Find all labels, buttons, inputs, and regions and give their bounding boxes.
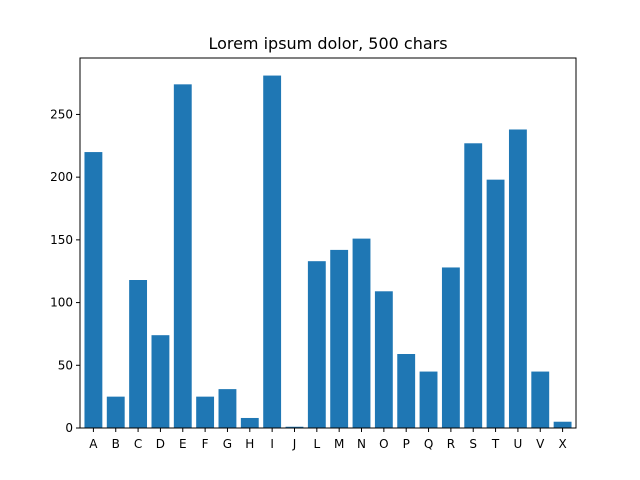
bar-E: [173, 84, 192, 428]
bar-Q: [419, 371, 438, 428]
x-tick-label-Q: Q: [424, 437, 433, 451]
y-tick-label-50: 50: [58, 358, 73, 372]
bar-A: [84, 152, 103, 428]
x-tick-label-R: R: [447, 437, 455, 451]
bar-P: [397, 354, 416, 428]
x-tick-label-M: M: [334, 437, 344, 451]
bar-O: [374, 291, 393, 428]
bar-X: [553, 421, 572, 428]
bar-U: [508, 129, 527, 429]
x-tick-label-S: S: [469, 437, 477, 451]
x-tick-label-V: V: [536, 437, 545, 451]
x-tick-label-P: P: [403, 437, 410, 451]
x-tick-label-T: T: [491, 437, 500, 451]
bar-B: [106, 396, 125, 428]
y-tick-label-0: 0: [65, 421, 73, 435]
x-tick-label-I: I: [270, 437, 274, 451]
bar-C: [129, 280, 148, 428]
x-tick-label-N: N: [357, 437, 366, 451]
x-tick-label-E: E: [179, 437, 187, 451]
x-tick-label-A: A: [89, 437, 98, 451]
bar-F: [196, 396, 215, 428]
x-tick-label-L: L: [313, 437, 320, 451]
x-tick-label-J: J: [292, 437, 297, 451]
bar-N: [352, 238, 371, 428]
plot-frame: [79, 57, 577, 429]
bar-S: [464, 143, 483, 429]
y-tick-label-250: 250: [50, 107, 73, 121]
chart-title: Lorem ipsum dolor, 500 chars: [208, 34, 447, 53]
x-tick-label-D: D: [156, 437, 165, 451]
bar-I: [263, 75, 282, 428]
y-tick-label-150: 150: [50, 233, 73, 247]
x-tick-label-X: X: [558, 437, 566, 451]
x-tick-label-O: O: [379, 437, 388, 451]
x-tick-label-H: H: [245, 437, 254, 451]
x-tick-label-F: F: [202, 437, 209, 451]
y-tick-label-200: 200: [50, 170, 73, 184]
bar-V: [531, 371, 550, 428]
bar-L: [307, 261, 326, 428]
y-axis-ticks: 0 50 100 150 200 250: [50, 107, 80, 435]
bar-H: [240, 417, 259, 428]
bar-R: [441, 267, 460, 428]
bar-G: [218, 389, 237, 428]
bar-J: [285, 426, 304, 428]
x-tick-label-B: B: [112, 437, 120, 451]
x-tick-label-U: U: [514, 437, 523, 451]
bar-M: [330, 249, 349, 428]
x-tick-label-G: G: [223, 437, 232, 451]
x-tick-label-C: C: [134, 437, 142, 451]
bar-D: [151, 335, 170, 428]
bar-T: [486, 179, 505, 428]
bars-group: [84, 75, 572, 429]
y-tick-label-100: 100: [50, 296, 73, 310]
